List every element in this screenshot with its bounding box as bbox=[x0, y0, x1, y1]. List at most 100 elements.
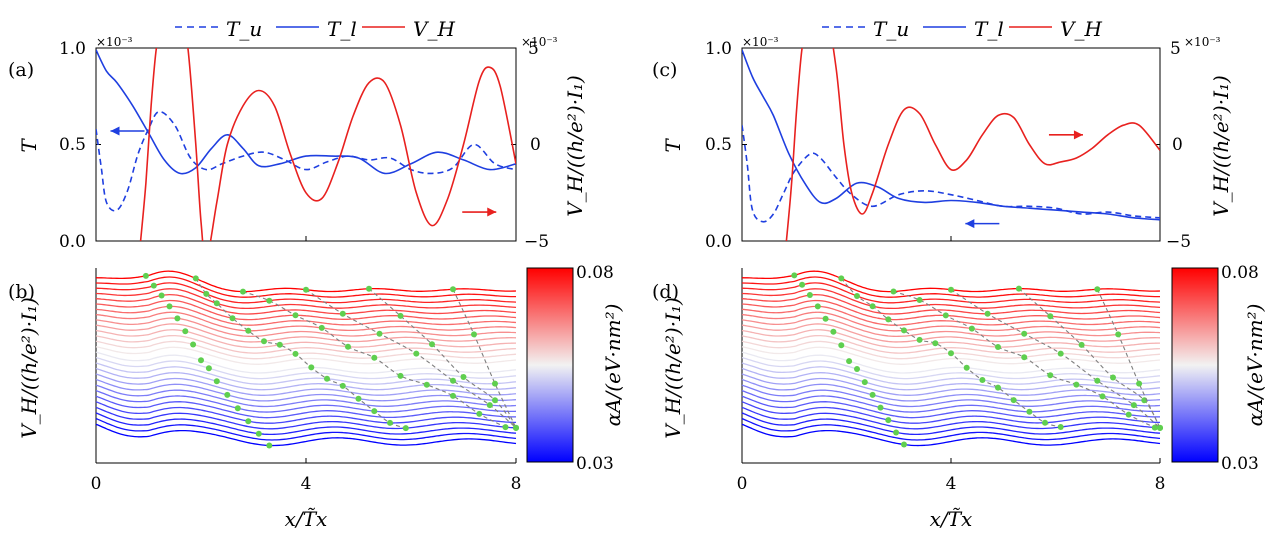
peak-marker bbox=[308, 364, 315, 371]
peak-marker bbox=[429, 341, 435, 348]
peak-marker bbox=[791, 272, 798, 279]
colorbar-b bbox=[526, 267, 574, 463]
peak-marker bbox=[476, 410, 483, 417]
peak-marker bbox=[376, 330, 383, 337]
peak-marker bbox=[366, 285, 372, 292]
ticks-T-c: 0.0 0.5 1.0 bbox=[705, 39, 732, 252]
peak-marker bbox=[213, 378, 220, 385]
peak-marker bbox=[968, 325, 975, 332]
multiplier-a-right: ×10⁻³ bbox=[521, 35, 558, 49]
legend-Tu-label: T_u bbox=[226, 17, 262, 41]
peak-marker bbox=[846, 358, 853, 365]
tick-T-1: 1.0 bbox=[59, 39, 86, 59]
peak-marker bbox=[1094, 286, 1101, 293]
plot-b bbox=[95, 270, 519, 463]
xtick-0: 0 bbox=[737, 474, 748, 494]
alpha-curve bbox=[95, 412, 517, 436]
peak-marker bbox=[1047, 372, 1054, 379]
peak-marker bbox=[814, 303, 821, 310]
peak-marker bbox=[1021, 354, 1028, 361]
peak-marker bbox=[166, 303, 173, 310]
cbar-d-min: 0.03 bbox=[1221, 454, 1259, 474]
peak-marker bbox=[1136, 380, 1143, 387]
tick-VH-0: 0 bbox=[530, 135, 541, 155]
peak-marker bbox=[266, 442, 273, 449]
peak-marker bbox=[1099, 393, 1106, 400]
legend-VH-label: V_H bbox=[413, 17, 455, 41]
series-tu bbox=[742, 125, 1160, 223]
peak-marker bbox=[224, 391, 231, 398]
guide-line bbox=[452, 288, 517, 429]
peak-marker bbox=[948, 286, 954, 293]
alpha-curve bbox=[95, 334, 517, 354]
alpha-curve bbox=[95, 299, 517, 321]
peak-marker bbox=[292, 312, 299, 319]
peak-marker bbox=[245, 418, 252, 425]
plot-a bbox=[95, 47, 517, 242]
alpha-curve bbox=[95, 395, 516, 419]
alpha-curve bbox=[741, 389, 1161, 413]
xticks-d: 0 4 8 bbox=[737, 474, 1166, 494]
peak-marker bbox=[861, 379, 868, 386]
peak-marker bbox=[371, 354, 378, 361]
alpha-curve bbox=[741, 276, 1160, 298]
peak-marker bbox=[869, 303, 876, 310]
alpha-curve bbox=[741, 317, 1161, 338]
cbar-b-max: 0.08 bbox=[576, 263, 614, 283]
peak-marker bbox=[413, 350, 420, 357]
ylabel-VH-d: V_H/((h/e²)·I₁) bbox=[661, 297, 685, 439]
peak-marker bbox=[1110, 374, 1116, 381]
alpha-curve bbox=[95, 351, 517, 374]
legend-Tl-label: T_l bbox=[327, 17, 357, 41]
peak-marker bbox=[450, 286, 456, 293]
annotation-arrow-head bbox=[487, 207, 497, 217]
alpha-curve bbox=[95, 401, 517, 424]
peak-marker bbox=[995, 384, 1001, 391]
legend-right: T_u T_l V_H bbox=[822, 17, 1102, 41]
ylabel-T-a: T bbox=[17, 138, 41, 153]
axes-frame-a bbox=[95, 47, 517, 242]
peak-marker bbox=[838, 275, 845, 282]
tick-T-05: 0.5 bbox=[705, 135, 732, 155]
alpha-curve bbox=[741, 351, 1161, 374]
peak-marker bbox=[916, 297, 923, 303]
peak-marker bbox=[948, 350, 954, 357]
panel-label-b: (b) bbox=[8, 281, 35, 303]
alpha-curve bbox=[741, 299, 1161, 321]
series-vh bbox=[785, 48, 1160, 241]
peak-marker bbox=[1094, 377, 1101, 384]
peak-marker bbox=[932, 340, 939, 347]
peak-marker bbox=[245, 327, 252, 334]
peak-marker bbox=[387, 419, 393, 426]
peak-marker bbox=[492, 380, 498, 387]
cbar-b-label: αA/(eV·nm²) bbox=[601, 304, 625, 427]
peak-marker bbox=[423, 381, 430, 388]
alpha-curve bbox=[741, 417, 1161, 441]
peak-marker bbox=[822, 315, 829, 322]
ylabel-VH-a: V_H/((h/e²)·I₁) bbox=[563, 75, 587, 217]
alpha-curve bbox=[95, 305, 517, 326]
xlabel-d: x/T̃x bbox=[930, 507, 973, 531]
ylabel-VH-b: V_H/((h/e²)·I₁) bbox=[17, 297, 41, 439]
alpha-curve bbox=[741, 323, 1161, 343]
peak-marker bbox=[190, 341, 197, 348]
peak-marker bbox=[1026, 408, 1033, 415]
peak-marker bbox=[174, 315, 181, 322]
peak-marker bbox=[213, 300, 220, 307]
peak-marker bbox=[240, 288, 246, 295]
peak-marker bbox=[397, 312, 404, 319]
alpha-curve bbox=[741, 334, 1161, 354]
peak-marker bbox=[234, 405, 241, 412]
peak-marker bbox=[471, 331, 477, 338]
peak-marker bbox=[460, 374, 467, 380]
peak-marker bbox=[150, 282, 157, 289]
peak-marker bbox=[885, 417, 892, 424]
alpha-curve bbox=[741, 329, 1161, 349]
alpha-curve bbox=[741, 305, 1161, 326]
alpha-curve bbox=[95, 378, 517, 402]
peak-marker bbox=[492, 397, 498, 404]
peak-marker bbox=[806, 292, 813, 298]
peak-marker bbox=[205, 365, 212, 372]
peak-marker bbox=[1078, 341, 1085, 348]
